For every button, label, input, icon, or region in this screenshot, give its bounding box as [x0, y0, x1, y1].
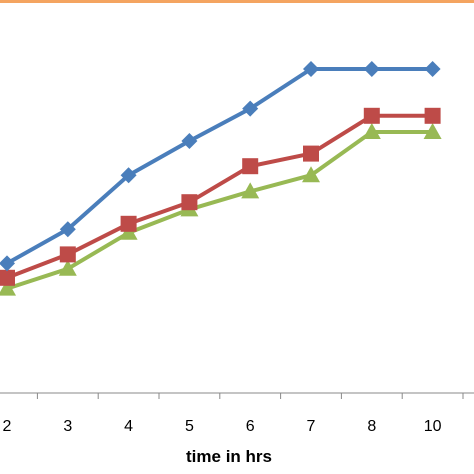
data-point-square [303, 145, 319, 162]
chart-frame-top [0, 0, 474, 3]
data-point-diamond [0, 255, 15, 272]
data-point-square [59, 246, 76, 263]
x-tick-label: 7 [307, 418, 316, 435]
data-point-triangle [241, 182, 260, 199]
series-layer [0, 61, 442, 296]
x-tick-layer: 2 3 4 5 6 7 8 10 [3, 393, 464, 435]
data-point-triangle [362, 123, 381, 139]
data-point-square [242, 158, 259, 175]
data-point-diamond [363, 61, 380, 77]
data-point-triangle [302, 166, 320, 183]
series-line [5, 113, 435, 280]
data-point-diamond [303, 61, 319, 77]
x-tick-label: 4 [124, 418, 133, 435]
data-point-triangle [423, 123, 442, 139]
x-tick-label: 3 [63, 418, 72, 435]
x-tick-label: 10 [424, 418, 442, 435]
x-tick-label: 8 [367, 418, 376, 435]
data-point-triangle [0, 279, 16, 296]
series-3 [0, 123, 442, 296]
series-2 [0, 107, 441, 286]
data-point-square [181, 194, 198, 211]
data-point-triangle [58, 259, 77, 276]
data-point-diamond [181, 133, 198, 149]
x-tick-label: 6 [246, 418, 255, 435]
series-1 [0, 61, 441, 272]
data-point-diamond [242, 100, 259, 117]
series-line [5, 130, 435, 291]
data-point-square [363, 107, 380, 124]
data-point-diamond [59, 221, 76, 238]
data-point-square [120, 215, 137, 232]
data-point-square [424, 107, 441, 124]
x-tick-label: 2 [3, 418, 12, 435]
data-point-square [0, 269, 15, 286]
x-tick-label: 5 [185, 418, 194, 435]
data-point-diamond [424, 61, 441, 77]
data-point-diamond [120, 167, 137, 184]
series-line [5, 67, 435, 266]
x-axis-title: time in hrs [186, 447, 272, 466]
